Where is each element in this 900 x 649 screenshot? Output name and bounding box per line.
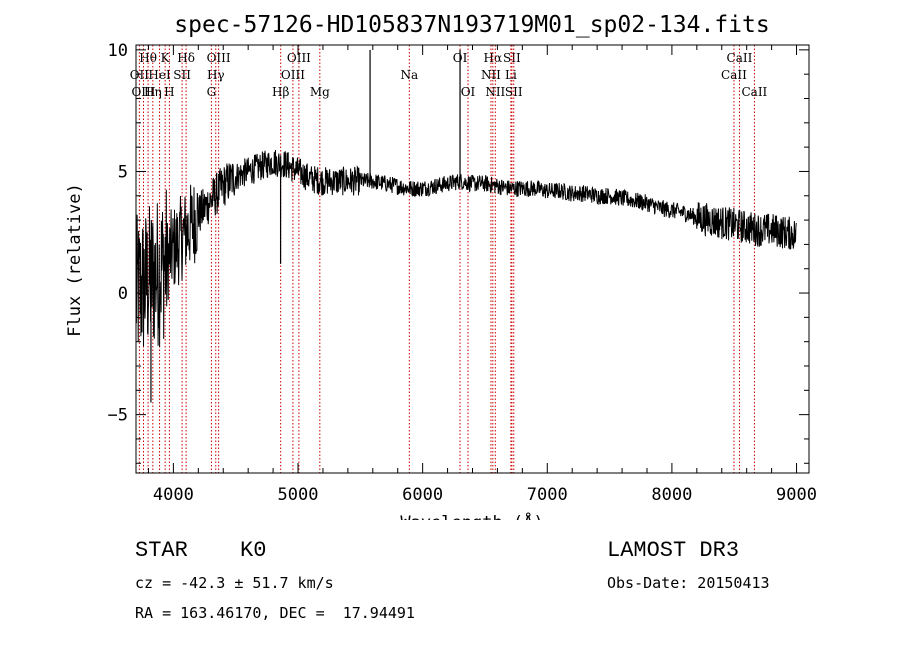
x-tick-label: 4000	[153, 485, 194, 505]
x-axis-label: Wavelength (Å)	[400, 511, 543, 520]
y-tick-label: 10	[108, 41, 128, 61]
spectral-line-label: CaII	[727, 51, 753, 65]
spectral-line-label: Mg	[310, 85, 330, 99]
spectral-line-label: Li	[505, 68, 517, 82]
spectral-line-label: Na	[400, 68, 418, 82]
spectral-line-label: Hη	[144, 85, 162, 99]
spectral-line-label: Hβ	[272, 85, 289, 99]
spectral-line-label: Hδ	[177, 51, 195, 65]
spectral-line-label: K	[161, 51, 171, 65]
spectral-line-label: H	[164, 85, 174, 99]
spectral-line-label: NII	[485, 85, 505, 99]
spectral-line-label: CaII	[721, 68, 747, 82]
x-tick-label: 7000	[527, 485, 568, 505]
spectral-line-label: HeI	[148, 68, 171, 82]
x-tick-label: 9000	[776, 485, 817, 505]
spectral-line-label: OII	[130, 68, 150, 82]
redshift-value: cz = -42.3 ± 51.7 km/s	[135, 574, 334, 592]
y-tick-label: 5	[118, 162, 128, 182]
y-axis-label: Flux (relative)	[65, 183, 85, 337]
emission-line-markers: Hθ OII OIII K HeI Hη H SII Hδ OIII Hγ G OIII OIII Hβ Mg…	[130, 45, 768, 473]
spectral-line-label: G	[207, 85, 217, 99]
object-class: STAR	[135, 538, 188, 563]
ra-dec: RA = 163.46170, DEC = 17.94491	[135, 604, 415, 622]
x-tick-label: 8000	[651, 485, 692, 505]
object-subclass: K0	[240, 538, 267, 563]
y-axis-ticks: −5 0 5 10	[108, 41, 809, 464]
spectral-line-label: OIII	[287, 51, 311, 65]
spectrum-chart: spec-57126-HD105837N193719M01_sp02-134.f…	[65, 12, 817, 520]
spectral-line-label: NII	[481, 68, 501, 82]
x-tick-label: 5000	[278, 485, 319, 505]
spectrum-layer	[135, 49, 797, 403]
spectral-line-label: OIII	[131, 85, 155, 99]
survey-label: LAMOST DR3	[607, 538, 740, 563]
spectral-line-label: CaII	[741, 85, 767, 99]
y-tick-label: 0	[118, 284, 128, 304]
plot-frame	[135, 44, 810, 474]
spectral-line-label: Hα	[484, 51, 503, 65]
spectral-line-label: OIII	[281, 68, 305, 82]
spectral-line-label: Hγ	[207, 68, 225, 82]
spectral-line-label: Hθ	[139, 51, 157, 65]
spectral-line-label: SII	[505, 85, 523, 99]
chart-title: spec-57126-HD105837N193719M01_sp02-134.f…	[174, 12, 769, 38]
spectral-line-label: OIII	[207, 51, 231, 65]
spectrum-trace	[135, 149, 797, 348]
x-axis-ticks: 4000 5000 6000 7000 8000 9000	[147, 45, 817, 505]
spectral-line-label: SII	[503, 51, 521, 65]
spectral-line-label: OI	[461, 85, 476, 99]
obs-date: Obs-Date: 20150413	[607, 574, 770, 592]
x-tick-label: 6000	[402, 485, 443, 505]
spectral-line-label: SII	[173, 68, 191, 82]
y-tick-label: −5	[108, 406, 128, 426]
